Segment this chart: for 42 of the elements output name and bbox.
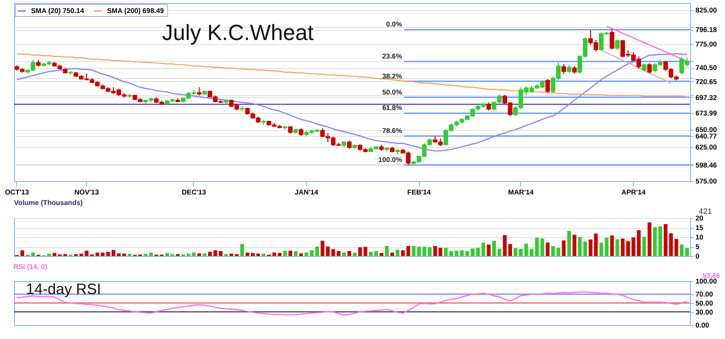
bar [578,237,582,256]
bar [508,244,512,256]
candlestick [647,62,652,74]
bar [599,242,604,256]
bar [546,242,550,256]
bar [567,230,571,256]
bar [390,252,394,256]
line-series [16,53,688,152]
bar [642,236,646,256]
bar [202,253,206,256]
bar [486,244,491,256]
bar [502,235,507,256]
text: July K.C.Wheat [162,20,314,45]
bar [604,238,609,256]
text: 421 [698,207,713,216]
candlestick [561,63,566,75]
bar [218,251,223,256]
bar [583,242,588,256]
bar [444,248,448,256]
bar [283,250,287,256]
candlestick [545,78,550,94]
bar [380,252,384,256]
bar [278,252,282,256]
bar [347,251,352,256]
bar [610,235,614,256]
bar [352,252,357,256]
bar [384,246,389,256]
bar [562,240,566,256]
bar [240,244,244,256]
bar [396,250,400,256]
bar [288,250,292,256]
annotation: 14-day RSI [26,281,102,298]
bar [615,239,620,256]
bar [342,252,346,256]
bar [315,246,320,256]
bar [299,253,303,256]
candlestick [610,29,614,50]
candlestick [615,38,620,51]
bar [648,222,652,256]
bar [428,247,432,256]
bar [294,251,298,256]
bar [572,234,576,256]
